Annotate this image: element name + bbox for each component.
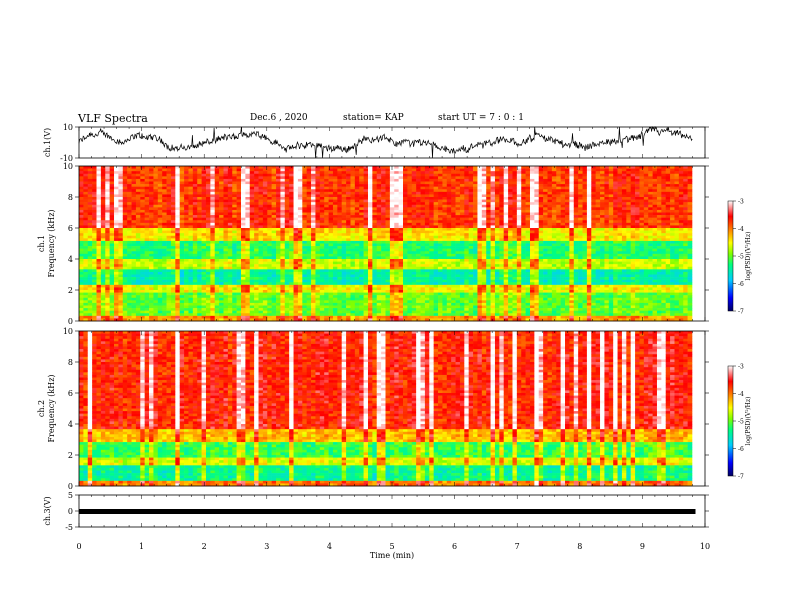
ch1-freq-y-label-1: Frequency (kHz)	[47, 209, 56, 277]
ch2-freq-y-label-1: Frequency (kHz)	[47, 374, 56, 442]
colorbar-tick-label-4: -7	[738, 309, 744, 316]
ch2-spectrogram-cells	[79, 331, 693, 487]
x-tick-label-4: 4	[327, 542, 332, 551]
x-tick-label-5: 5	[389, 542, 394, 551]
ch1-waveform-panel	[78, 125, 706, 159]
y-tick-label-2-3: 6	[68, 389, 73, 398]
x-tick-label-7: 7	[515, 542, 520, 551]
x-tick-label-6: 6	[452, 542, 457, 551]
start-time-label: start UT = 7 : 0 : 1	[438, 113, 524, 123]
figure-title: VLF Spectra	[78, 112, 148, 125]
y-tick-label-3-1: 0	[68, 507, 73, 516]
ch3-waveform-band	[79, 509, 696, 514]
ch2-freq-y-label-0: ch.2	[37, 400, 46, 417]
ch2-colorbar: -3 -4 -5 -6 -7 log(PSD)(V²/Hz)	[727, 364, 752, 481]
y-tick-label-2-2: 4	[68, 420, 73, 429]
y-tick-label-0-1: -10	[60, 154, 73, 163]
colorbar-tick-label-2: -5	[738, 419, 744, 426]
ch2-colorbar-label: log(PSD)(V²/Hz)	[745, 397, 752, 446]
y-tick-label-2-4: 8	[68, 358, 73, 367]
y-tick-label-1-2: 4	[68, 255, 73, 264]
y-tick-label-3-0: 5	[68, 491, 73, 500]
x-axis-label: Time (min)	[370, 551, 414, 560]
ch1-y-label-0: ch.1(V)	[43, 128, 52, 157]
y-tick-label-1-1: 2	[68, 286, 73, 295]
ch1-spectrogram-panel	[78, 165, 706, 322]
y-tick-label-1-3: 6	[68, 224, 73, 233]
x-tick-label-8: 8	[577, 542, 582, 551]
station-label: station= KAP	[343, 113, 404, 123]
date-label: Dec.6 , 2020	[250, 113, 308, 123]
x-tick-label-2: 2	[202, 542, 207, 551]
y-tick-label-0-0: 10	[63, 123, 73, 132]
y-tick-label-2-0: 0	[68, 482, 73, 491]
ch2-spectrogram-panel	[78, 330, 706, 487]
y-tick-label-2-1: 2	[68, 451, 73, 460]
ch3-y-label-0: ch.3(V)	[43, 496, 52, 525]
ch1-colorbar-label: log(PSD)(V²/Hz)	[745, 232, 752, 281]
colorbar-tick-label-3: -6	[738, 446, 744, 453]
colorbar-tick-label-4: -7	[738, 474, 744, 481]
colorbar-tick-label-3: -6	[738, 281, 744, 288]
colorbar-tick-label-2: -5	[738, 254, 744, 261]
y-tick-label-1-0: 0	[68, 317, 73, 326]
colorbar-tick-label-1: -4	[738, 391, 744, 398]
ch1-colorbar: -3 -4 -5 -6 -7 log(PSD)(V²/Hz)	[727, 199, 752, 316]
y-tick-label-2-5: 10	[63, 327, 73, 336]
x-tick-label-10: 10	[700, 542, 710, 551]
ch1-freq-y-label-0: ch.1	[37, 235, 46, 252]
y-tick-label-1-5: 10	[63, 162, 73, 171]
x-tick-label-0: 0	[76, 542, 81, 551]
x-tick-label-3: 3	[264, 542, 269, 551]
colorbar-tick-label-1: -4	[738, 226, 744, 233]
y-tick-label-1-4: 8	[68, 193, 73, 202]
y-tick-label-3-2: -5	[65, 523, 73, 532]
ch1-spectrogram-cells	[79, 166, 693, 322]
ch1-waveform-line	[78, 125, 693, 159]
ch3-waveform-panel	[78, 494, 706, 528]
colorbar-tick-label-0: -3	[738, 364, 744, 371]
x-tick-label-1: 1	[139, 542, 144, 551]
x-tick-label-9: 9	[640, 542, 645, 551]
colorbar-tick-label-0: -3	[738, 199, 744, 206]
